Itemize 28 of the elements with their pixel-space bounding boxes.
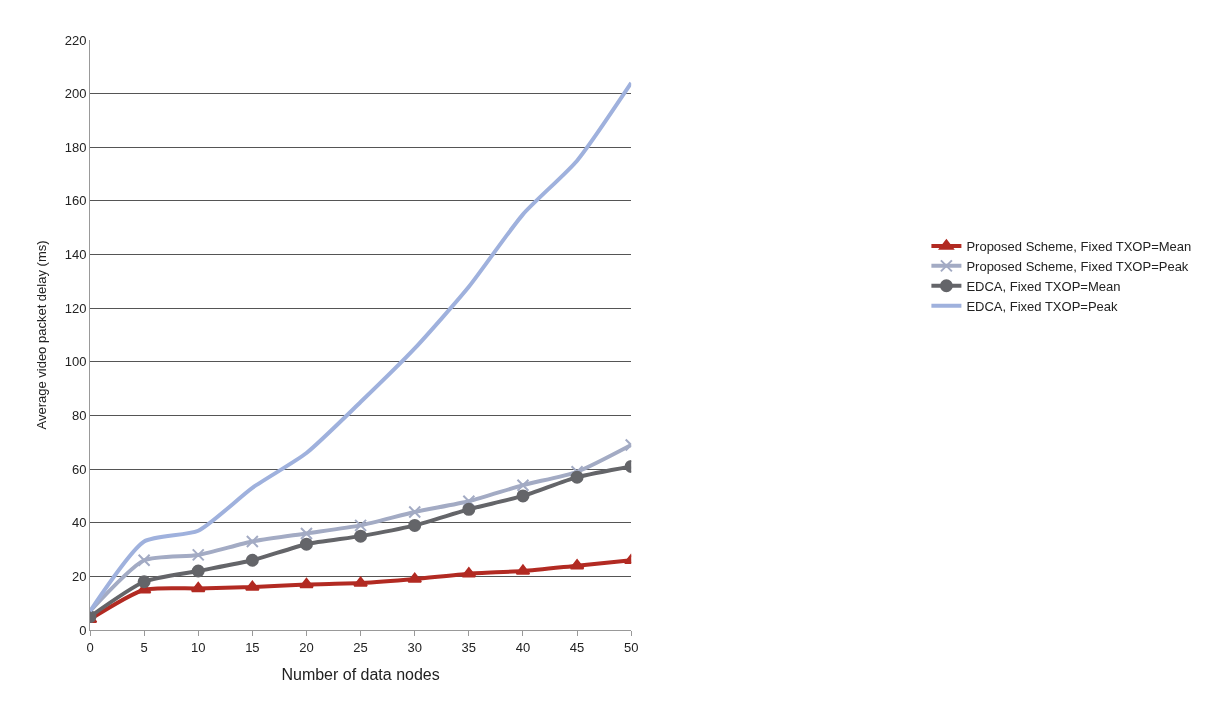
- x-tick-label: 40: [515, 639, 531, 655]
- x-tick-label: 45: [569, 639, 585, 655]
- x-tick-label: 50: [623, 639, 639, 655]
- x-tick-label: 25: [353, 639, 368, 655]
- legend-label: EDCA, Fixed TXOP=Peak: [966, 298, 1119, 314]
- x-axis-title: Number of data nodes: [281, 666, 440, 684]
- y-tick-label: 80: [71, 408, 87, 423]
- y-tick-label: 60: [71, 461, 87, 477]
- y-tick-label: 120: [64, 300, 87, 316]
- x-tick-label: 5: [140, 639, 148, 655]
- legend-label: Proposed Scheme, Fixed TXOP=Peak: [966, 258, 1189, 274]
- y-tick-label: 40: [71, 515, 87, 531]
- legend-label: Proposed Scheme, Fixed TXOP=Mean: [966, 239, 1192, 255]
- y-tick-label: 160: [64, 193, 87, 209]
- y-tick-label: 0: [79, 622, 87, 638]
- x-tick-label: 15: [245, 639, 260, 655]
- y-tick-label: 220: [64, 32, 87, 48]
- y-tick-label: 100: [64, 354, 87, 370]
- y-tick-label: 200: [64, 86, 87, 102]
- y-tick-label: 180: [64, 139, 87, 155]
- y-axis-title: Average video packet delay (ms): [33, 240, 49, 430]
- x-tick-label: 35: [461, 639, 477, 655]
- legend-label: EDCA, Fixed TXOP=Mean: [966, 278, 1121, 294]
- y-tick-label: 140: [64, 247, 87, 263]
- x-tick-label: 10: [191, 639, 206, 655]
- x-tick-label: 20: [299, 639, 314, 655]
- y-tick-label: 20: [71, 568, 87, 584]
- x-tick-label: 30: [407, 639, 422, 655]
